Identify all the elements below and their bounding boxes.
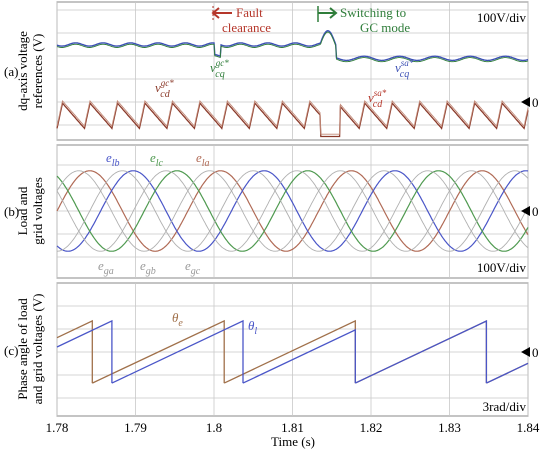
panel-b-zero-marker: 0	[521, 204, 539, 219]
panel-a-scale: 100V/div	[477, 10, 527, 25]
vcq-gc-label: vgc* cq	[210, 58, 229, 80]
trace-e_gc	[56, 170, 529, 252]
trace-theta_e	[56, 319, 93, 384]
trace-theta_l	[111, 319, 244, 384]
label-theta-l: θl	[248, 318, 257, 337]
vcd-sa-trace	[56, 99, 529, 135]
trace-e_gb	[56, 170, 529, 252]
trace-theta_l	[486, 362, 529, 384]
trace-e_lb	[56, 170, 529, 252]
x-tick-label: 1.83	[438, 420, 461, 435]
vcq-trace	[56, 29, 529, 62]
panel-b-zero-label: 0	[532, 204, 539, 219]
trace-theta_l	[355, 319, 488, 384]
panel-a-label: (a)	[4, 64, 18, 79]
x-tick-label: 1.8	[206, 420, 222, 435]
x-tick-label: 1.81	[281, 420, 304, 435]
label-e-gc: egc	[185, 258, 201, 277]
panel-b-ylabel: Load andgrid voltages	[15, 177, 45, 245]
vcq-gc-trace	[56, 31, 529, 63]
x-tick-label: 1.78	[46, 420, 69, 435]
panel-c-ylabel: Phase angle of loadand grid voltages (V)	[15, 294, 45, 405]
vcd-sa-label: vsa* cd	[368, 88, 387, 110]
label-theta-e: θe	[172, 310, 183, 329]
trace-theta_l	[56, 319, 113, 384]
label-e-ga: ega	[98, 258, 114, 277]
panel-a-zero-label: 0	[532, 95, 539, 110]
panel-c-zero-marker: 0	[521, 345, 539, 360]
label-e-la: ela	[196, 150, 210, 169]
trace-e_lc	[56, 170, 529, 252]
panel-c-label: (c)	[4, 343, 18, 358]
panel-a-ylabel: dq-axis voltagereferences (V)	[15, 31, 45, 111]
vcd-trace	[56, 101, 529, 138]
label-e-gb: egb	[140, 258, 156, 277]
fault-clearance-annotation: Fault clearance	[211, 5, 271, 35]
trace-theta_e	[92, 319, 225, 384]
switching-annotation: Switching to GC mode	[317, 5, 410, 35]
x-tick-label: 1.82	[360, 420, 383, 435]
panel-c-scale: 3rad/div	[483, 399, 527, 414]
panel-a-zero-marker: 0	[521, 95, 539, 110]
panel-b-scale: 100V/div	[477, 260, 527, 275]
label-e-lc: elc	[150, 150, 164, 169]
x-tick-label: 1.79	[124, 420, 147, 435]
trace-e_la	[56, 170, 529, 252]
vcd-gc-label: vgc* cd	[155, 78, 174, 100]
label-e-lb: elb	[106, 150, 120, 169]
vcq-sa-label: vsa* cq	[395, 58, 414, 80]
trace-theta_l	[242, 328, 356, 384]
x-tick-label: 1.84	[517, 420, 540, 435]
panel-c-zero-label: 0	[532, 345, 539, 360]
x-axis-label: Time (s)	[271, 434, 315, 449]
panel-b-label: (b)	[4, 204, 19, 219]
